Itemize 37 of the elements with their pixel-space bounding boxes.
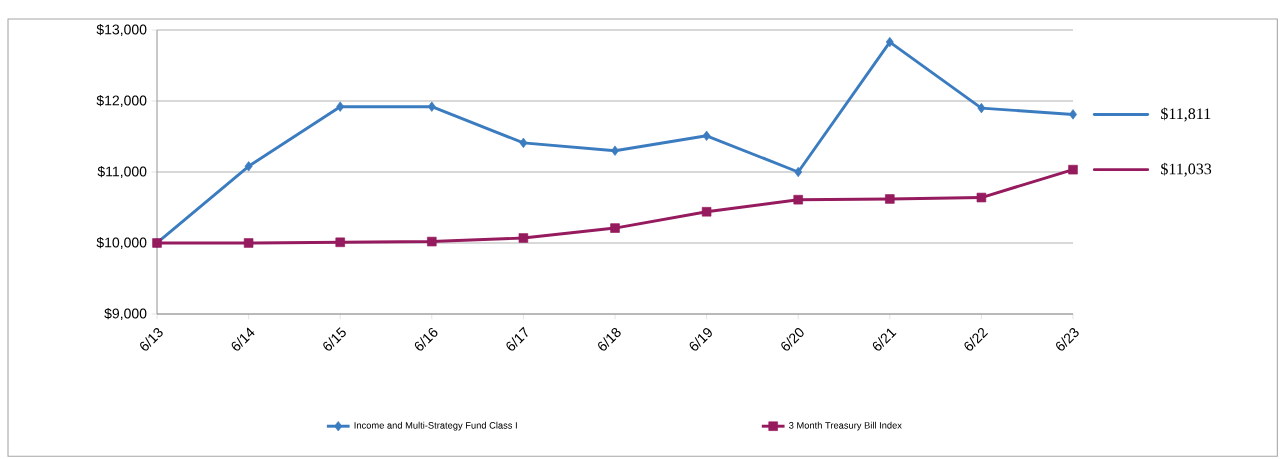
point	[793, 194, 803, 205]
text: $11,033	[1161, 162, 1212, 177]
point	[1069, 109, 1077, 120]
x-tick-label: 6/22	[964, 327, 989, 351]
point	[519, 137, 528, 149]
legend-label: 3 Month Treasury Bill Index	[789, 421, 902, 431]
point	[701, 207, 712, 217]
y-tick-label: $9,000	[104, 307, 147, 321]
y-tick-label: $13,000	[96, 23, 147, 37]
x-tick-label: 6/18	[598, 327, 621, 351]
x-tick-label: 6/13	[140, 327, 163, 351]
text: $11,811	[1161, 107, 1211, 122]
point	[244, 161, 253, 172]
point	[427, 101, 436, 112]
point	[885, 194, 895, 204]
x-tick-label: 6/19	[689, 328, 712, 351]
legend-label: Income and Multi-Strategy Fund Class I	[354, 421, 517, 431]
point	[977, 102, 986, 114]
y-tick-label: $11,000	[97, 165, 147, 179]
x-tick-label: 6/21	[872, 328, 897, 351]
x-tick-label: 6/20	[781, 328, 804, 351]
point	[243, 238, 254, 248]
point	[794, 166, 803, 178]
point	[336, 101, 345, 112]
x-tick-label: 6/16	[414, 327, 438, 351]
point	[702, 130, 711, 141]
y-tick-label: $12,000	[96, 94, 147, 108]
x-tick-label: 6/23	[1056, 327, 1079, 351]
point	[611, 145, 619, 156]
point	[518, 233, 529, 243]
y-tick-label: $10,000	[96, 236, 147, 250]
point	[610, 223, 620, 233]
point	[335, 237, 345, 248]
point	[885, 36, 894, 48]
point	[1068, 164, 1078, 175]
point	[427, 236, 437, 247]
point	[976, 192, 987, 203]
